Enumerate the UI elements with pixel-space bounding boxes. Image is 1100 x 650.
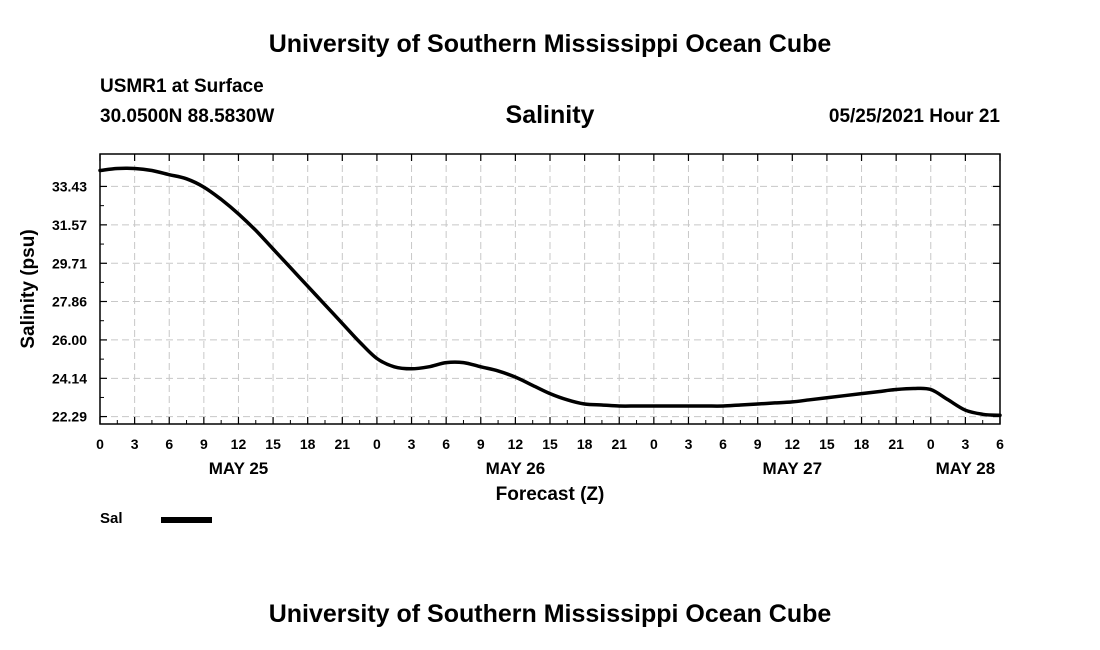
- x-tick-label: 12: [785, 436, 801, 452]
- x-tick-label: 12: [231, 436, 247, 452]
- x-tick-label: 9: [200, 436, 208, 452]
- x-tick-label: 6: [165, 436, 173, 452]
- y-tick-label: 33.43: [52, 178, 87, 194]
- grid: [100, 154, 1000, 424]
- x-tick-label: 18: [577, 436, 593, 452]
- x-tick-label: 6: [996, 436, 1004, 452]
- station-label: USMR1 at Surface: [100, 76, 264, 97]
- x-tick-label: 6: [442, 436, 450, 452]
- x-tick-label: 15: [819, 436, 835, 452]
- series-line-sal: [98, 166, 1002, 418]
- x-axis-label: Forecast (Z): [496, 484, 605, 505]
- x-tick-label: 0: [650, 436, 658, 452]
- y-axis-label: Salinity (psu): [18, 229, 39, 348]
- x-day-label: MAY 27: [763, 459, 823, 478]
- x-tick-label: 12: [508, 436, 524, 452]
- y-tick-label: 24.14: [52, 370, 87, 386]
- y-tick-label: 31.57: [52, 217, 87, 233]
- x-day-label: MAY 25: [209, 459, 269, 478]
- page-title: University of Southern Mississippi Ocean…: [268, 30, 832, 58]
- x-tick-label: 3: [961, 436, 969, 452]
- x-day-label: MAY 28: [936, 459, 996, 478]
- x-tick-label: 18: [300, 436, 316, 452]
- legend-label: Sal: [100, 510, 123, 527]
- coordinates-label: 30.0500N 88.5830W: [100, 106, 275, 127]
- footer-title: University of Southern Mississippi Ocean…: [268, 600, 832, 628]
- x-tick-label: 0: [96, 436, 104, 452]
- x-tick-label: 15: [265, 436, 281, 452]
- x-tick-label: 3: [685, 436, 693, 452]
- axis-labels: 0 3 6 9 12 15 18 21 0 3 6 9 12 15 18 21 0 3 6 9 12 15 18 21 0 3 6 2…: [52, 178, 1004, 478]
- y-tick-label: 29.71: [52, 255, 87, 271]
- x-day-label: MAY 26: [486, 459, 546, 478]
- datetime-label: 05/25/2021 Hour 21: [828, 106, 1000, 127]
- x-tick-label: 3: [408, 436, 416, 452]
- y-tick-label: 26.00: [52, 332, 87, 348]
- x-tick-label: 21: [335, 436, 351, 452]
- variable-title: Salinity: [505, 101, 595, 129]
- x-tick-label: 3: [131, 436, 139, 452]
- y-tick-label: 27.86: [52, 293, 87, 309]
- x-tick-label: 9: [754, 436, 762, 452]
- x-tick-label: 15: [542, 436, 558, 452]
- series-group: [98, 166, 1002, 418]
- x-tick-label: 21: [611, 436, 627, 452]
- plot-frame: [99, 153, 1001, 425]
- x-tick-label: 18: [854, 436, 870, 452]
- x-tick-label: 0: [927, 436, 935, 452]
- x-tick-label: 0: [373, 436, 381, 452]
- x-tick-label: 21: [888, 436, 904, 452]
- legend-swatch: [161, 517, 212, 523]
- x-tick-label: 9: [477, 436, 485, 452]
- y-tick-label: 22.29: [52, 409, 87, 425]
- x-tick-label: 6: [719, 436, 727, 452]
